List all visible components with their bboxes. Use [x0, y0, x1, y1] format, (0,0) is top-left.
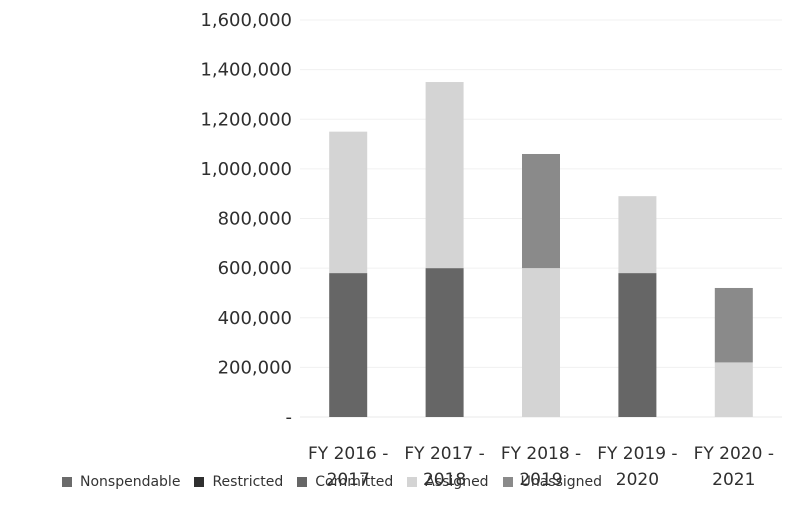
- x-tick-label: 2019: [519, 470, 562, 490]
- legend-swatch-nonspendable: [62, 477, 72, 487]
- bar-segment: [425, 268, 464, 417]
- legend-swatch-unassigned: [502, 477, 513, 487]
- legend-item-unassigned: Unassigned: [502, 474, 603, 490]
- bar-segment: [329, 273, 368, 417]
- y-tick-label: 1,400,000: [200, 60, 292, 81]
- bar-segment: [522, 153, 560, 269]
- y-tick-label: 800,000: [218, 209, 292, 230]
- legend-label-committed: Committed: [315, 474, 394, 490]
- bar-segment: [714, 362, 753, 417]
- legend-swatch-assigned: [407, 477, 418, 487]
- x-tick-label: FY 2019 -: [597, 444, 677, 464]
- bar-segment: [329, 131, 368, 274]
- legend-label-nonspendable: Nonspendable: [80, 474, 181, 490]
- x-tick-label: 2021: [712, 470, 755, 490]
- x-tick-label: 2020: [616, 470, 659, 490]
- legend-label-assigned: Assigned: [425, 474, 489, 490]
- y-tick-label: 1,200,000: [200, 109, 292, 130]
- x-tick-label: 2018: [423, 470, 466, 490]
- y-tick-label: 600,000: [218, 258, 292, 279]
- bar-segment: [714, 287, 753, 363]
- legend-label-unassigned: Unassigned: [520, 474, 603, 490]
- y-tick-label: 1,000,000: [200, 159, 292, 180]
- x-tick-label: FY 2018 -: [501, 444, 581, 464]
- bar-segment: [425, 82, 464, 269]
- bar-segment: [522, 268, 560, 417]
- y-tick-label: 1,600,000: [200, 10, 292, 31]
- legend-item-restricted: Restricted: [194, 474, 283, 490]
- bar-segment: [618, 196, 657, 274]
- legend-label-restricted: Restricted: [212, 474, 284, 490]
- bar-segment: [618, 273, 657, 417]
- y-tick-label: -: [286, 407, 293, 428]
- x-tick-label: FY 2016 -: [308, 444, 388, 464]
- legend-swatch-committed: [297, 477, 308, 487]
- legend-swatch-restricted: [194, 477, 205, 487]
- x-tick-label: 2017: [327, 470, 370, 490]
- y-tick-label: 200,000: [218, 357, 292, 378]
- legend: Nonspendable Restricted Committed Assign…: [62, 474, 602, 490]
- legend-item-nonspendable: Nonspendable: [62, 474, 180, 490]
- legend-item-assigned: Assigned: [407, 474, 489, 490]
- x-tick-label: FY 2020 -: [694, 444, 774, 464]
- y-tick-label: 400,000: [218, 308, 292, 329]
- legend-item-committed: Committed: [297, 474, 393, 490]
- x-tick-label: FY 2017 -: [404, 444, 484, 464]
